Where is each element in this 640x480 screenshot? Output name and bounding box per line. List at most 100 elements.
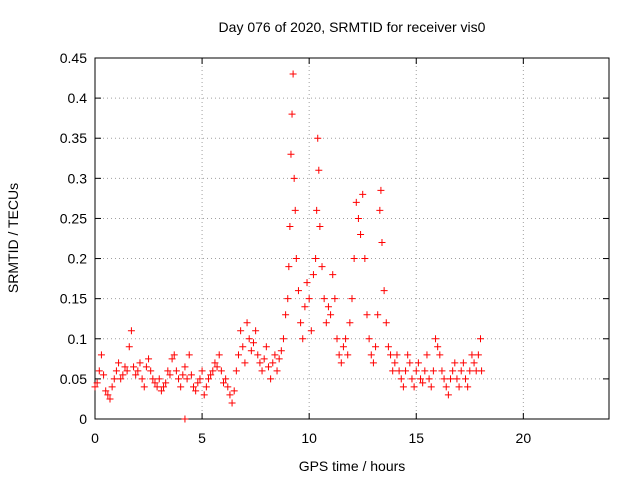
data-point bbox=[402, 367, 410, 375]
x-tick-label: 10 bbox=[301, 430, 317, 446]
data-point bbox=[395, 367, 403, 375]
data-point bbox=[267, 375, 275, 383]
data-point bbox=[181, 415, 189, 423]
data-point bbox=[234, 351, 242, 359]
data-point bbox=[194, 379, 202, 387]
data-point bbox=[142, 363, 150, 371]
y-tick-label: 0.3 bbox=[68, 170, 88, 186]
data-point bbox=[93, 379, 101, 387]
data-point bbox=[399, 383, 407, 391]
data-point bbox=[285, 263, 293, 271]
data-point bbox=[277, 347, 285, 355]
x-axis-label: GPS time / hours bbox=[299, 458, 406, 474]
data-point bbox=[132, 371, 140, 379]
data-point bbox=[294, 287, 302, 295]
data-point bbox=[170, 351, 178, 359]
data-point bbox=[339, 343, 347, 351]
data-point bbox=[406, 359, 414, 367]
data-point bbox=[262, 343, 270, 351]
data-point bbox=[215, 351, 223, 359]
data-point bbox=[115, 359, 123, 367]
data-point bbox=[249, 339, 257, 347]
data-point bbox=[442, 383, 450, 391]
data-point bbox=[273, 367, 281, 375]
data-point bbox=[376, 206, 384, 214]
data-point bbox=[245, 335, 253, 343]
data-point bbox=[297, 319, 305, 327]
data-point bbox=[455, 383, 463, 391]
data-point bbox=[438, 367, 446, 375]
data-point bbox=[228, 399, 236, 407]
data-point bbox=[434, 343, 442, 351]
data-point bbox=[425, 375, 433, 383]
data-point bbox=[382, 319, 390, 327]
data-point bbox=[414, 359, 422, 367]
y-axis-label: SRMTID / TECUs bbox=[5, 183, 21, 293]
y-tick-label: 0.45 bbox=[60, 50, 87, 66]
data-point bbox=[237, 327, 245, 335]
data-point bbox=[125, 343, 133, 351]
data-point bbox=[157, 387, 165, 395]
chart-title: Day 076 of 2020, SRMTID for receiver vis… bbox=[219, 19, 486, 35]
data-point bbox=[305, 295, 313, 303]
data-point bbox=[429, 367, 437, 375]
data-point bbox=[301, 303, 309, 311]
data-point bbox=[316, 222, 324, 230]
data-point bbox=[279, 335, 287, 343]
y-tick-label: 0.35 bbox=[60, 130, 87, 146]
data-point bbox=[384, 343, 392, 351]
data-point bbox=[288, 110, 296, 118]
data-point bbox=[361, 255, 369, 263]
data-point bbox=[127, 327, 135, 335]
y-tick-label: 0.15 bbox=[60, 291, 87, 307]
data-point bbox=[331, 295, 339, 303]
data-point bbox=[314, 134, 322, 142]
data-point bbox=[357, 230, 365, 238]
data-point bbox=[108, 383, 116, 391]
data-point bbox=[363, 311, 371, 319]
data-point bbox=[260, 355, 268, 363]
data-point bbox=[121, 363, 129, 371]
data-point bbox=[324, 303, 332, 311]
data-point bbox=[287, 150, 295, 158]
data-point bbox=[175, 375, 183, 383]
data-point bbox=[354, 214, 362, 222]
x-axis: 0 5 10 15 20 bbox=[91, 58, 531, 446]
y-tick-label: 0.05 bbox=[60, 371, 87, 387]
data-point bbox=[393, 351, 401, 359]
data-point bbox=[97, 351, 105, 359]
data-point bbox=[470, 359, 478, 367]
data-point bbox=[369, 359, 377, 367]
data-point bbox=[243, 319, 251, 327]
data-point bbox=[417, 375, 425, 383]
data-point bbox=[138, 375, 146, 383]
data-point bbox=[457, 367, 465, 375]
data-point bbox=[211, 359, 219, 367]
data-point bbox=[322, 319, 330, 327]
data-point bbox=[389, 367, 397, 375]
data-point bbox=[205, 375, 213, 383]
data-point bbox=[447, 375, 455, 383]
plot-frame bbox=[94, 57, 610, 420]
data-point bbox=[350, 255, 358, 263]
data-point bbox=[213, 363, 221, 371]
data-point bbox=[478, 367, 486, 375]
data-point bbox=[335, 351, 343, 359]
data-point bbox=[147, 367, 155, 375]
data-point bbox=[187, 371, 195, 379]
data-point bbox=[468, 351, 476, 359]
data-point bbox=[200, 391, 208, 399]
series-vis0 bbox=[91, 70, 486, 423]
data-point bbox=[327, 311, 335, 319]
data-point bbox=[162, 379, 170, 387]
data-point bbox=[140, 383, 148, 391]
y-tick-label: 0.1 bbox=[68, 331, 88, 347]
data-point bbox=[303, 279, 311, 287]
data-point bbox=[136, 359, 144, 367]
data-point bbox=[190, 383, 198, 391]
data-point bbox=[241, 359, 249, 367]
data-point bbox=[192, 387, 200, 395]
data-point bbox=[284, 295, 292, 303]
data-point bbox=[436, 351, 444, 359]
data-point bbox=[289, 70, 297, 78]
